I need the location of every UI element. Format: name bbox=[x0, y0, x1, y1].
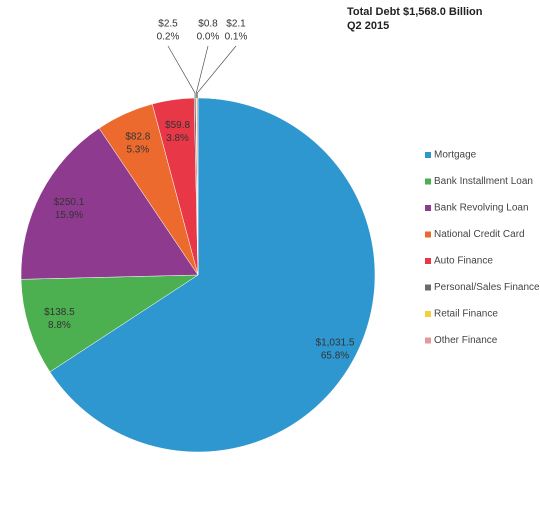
value-label: $250.1 bbox=[54, 197, 85, 208]
value-label: $59.8 bbox=[165, 120, 190, 131]
legend-swatch bbox=[425, 231, 431, 238]
legend-swatch bbox=[425, 178, 431, 185]
percent-label: 0.2% bbox=[157, 32, 180, 43]
percent-label: 8.8% bbox=[48, 320, 71, 331]
value-label: $138.5 bbox=[44, 307, 75, 318]
pie-slice bbox=[196, 97, 199, 276]
legend-label: Bank Revolving Loan bbox=[434, 203, 529, 214]
legend-swatch bbox=[425, 337, 431, 344]
legend-label: Personal/Sales Finance bbox=[434, 282, 540, 293]
percent-label: 65.8% bbox=[321, 351, 349, 362]
value-label: $2.1 bbox=[226, 19, 246, 30]
legend-swatch bbox=[425, 284, 431, 291]
pie-slice bbox=[49, 97, 376, 453]
pie-slice bbox=[20, 127, 199, 280]
percent-label: 3.8% bbox=[166, 133, 189, 144]
leader-line bbox=[196, 45, 237, 99]
percent-label: 5.3% bbox=[126, 145, 149, 156]
legend-label: Other Finance bbox=[434, 335, 498, 346]
legend-label: Retail Finance bbox=[434, 309, 498, 320]
leader-line bbox=[195, 45, 209, 99]
value-label: $0.8 bbox=[198, 19, 218, 30]
chart-subtitle: Q2 2015 bbox=[347, 20, 389, 32]
value-label: $1,031.5 bbox=[316, 338, 355, 349]
pie-slice bbox=[20, 274, 199, 373]
value-label: $2.5 bbox=[158, 19, 178, 30]
chart-title: Total Debt $1,568.0 Billion bbox=[347, 6, 483, 18]
legend-swatch bbox=[425, 311, 431, 317]
legend-swatch bbox=[425, 205, 431, 211]
legend-label: Auto Finance bbox=[434, 256, 493, 267]
legend-label: Bank Installment Loan bbox=[434, 176, 533, 187]
legend-swatch bbox=[425, 258, 431, 264]
percent-label: 15.9% bbox=[55, 210, 83, 221]
legend-label: National Credit Card bbox=[434, 229, 525, 240]
legend-label: Mortgage bbox=[434, 150, 477, 161]
legend-swatch bbox=[425, 152, 431, 158]
value-label: $82.8 bbox=[125, 132, 150, 143]
percent-label: 0.1% bbox=[225, 32, 248, 43]
percent-label: 0.0% bbox=[197, 32, 220, 43]
leader-line bbox=[167, 45, 196, 99]
